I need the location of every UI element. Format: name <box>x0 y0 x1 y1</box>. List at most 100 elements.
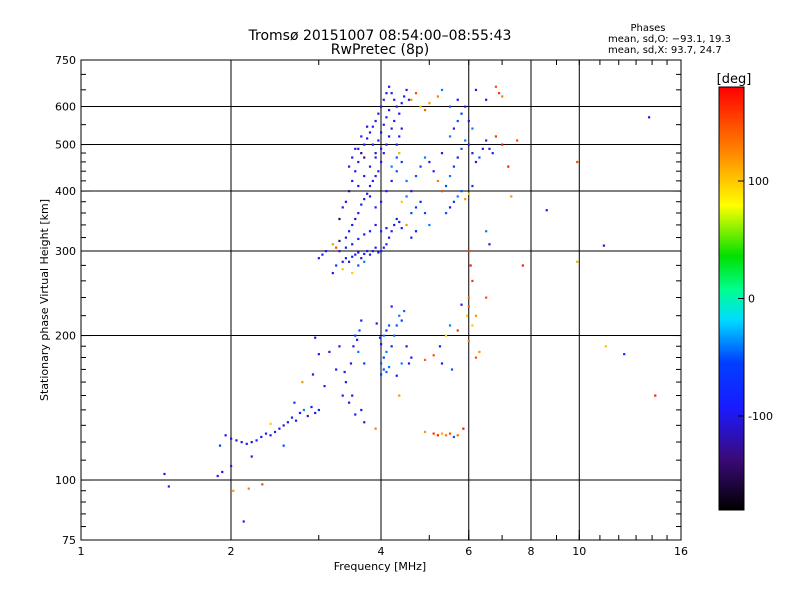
data-point <box>501 143 504 146</box>
data-point <box>347 230 351 233</box>
data-point <box>351 271 354 275</box>
data-point <box>293 401 296 404</box>
data-point <box>467 339 470 343</box>
data-point <box>354 170 357 173</box>
data-point <box>341 260 344 263</box>
data-point <box>341 206 344 209</box>
data-point <box>371 125 374 128</box>
data-point <box>456 195 459 198</box>
data-point <box>403 95 406 98</box>
data-point <box>488 147 491 150</box>
phase-info-line1: mean, sd,O: −93.1, 19.3 <box>608 34 731 45</box>
data-point <box>410 98 413 101</box>
data-point <box>460 303 463 306</box>
data-point <box>232 489 235 492</box>
data-point <box>298 411 302 415</box>
data-point <box>343 370 346 374</box>
data-point <box>261 483 264 486</box>
data-point <box>444 334 448 337</box>
data-point <box>395 217 398 221</box>
x-tick-label: 8 <box>528 545 535 558</box>
data-point <box>387 324 391 327</box>
data-point <box>368 230 372 233</box>
y-tick-label: 200 <box>55 330 76 343</box>
data-point <box>400 160 403 164</box>
data-point <box>448 432 452 435</box>
data-point <box>474 88 478 92</box>
data-point <box>400 227 403 230</box>
data-point <box>395 324 398 327</box>
data-point <box>400 319 403 322</box>
data-point <box>385 143 388 146</box>
data-point <box>385 370 388 374</box>
data-point <box>405 345 408 348</box>
data-point <box>576 160 579 164</box>
data-point <box>352 345 355 348</box>
data-point <box>357 160 360 164</box>
data-point <box>452 200 456 203</box>
data-point <box>456 156 459 159</box>
data-point <box>405 88 408 92</box>
data-point <box>314 336 317 339</box>
data-point <box>302 408 306 412</box>
data-point <box>654 394 657 397</box>
data-point <box>314 411 317 415</box>
data-point <box>230 464 233 468</box>
data-point <box>163 472 166 476</box>
data-point <box>507 165 510 168</box>
data-point <box>423 156 427 159</box>
data-point <box>357 184 360 188</box>
data-point <box>273 430 277 434</box>
data-point <box>414 92 418 95</box>
data-point <box>382 368 385 371</box>
data-point <box>385 116 388 119</box>
data-point <box>366 137 369 140</box>
data-point <box>360 203 363 206</box>
data-point <box>623 353 626 356</box>
data-point <box>452 127 456 130</box>
data-point <box>414 206 418 209</box>
data-point <box>344 236 348 239</box>
data-point <box>357 350 360 353</box>
data-point <box>357 264 360 267</box>
data-point <box>440 152 444 155</box>
data-point <box>464 198 467 201</box>
data-point <box>328 350 331 353</box>
data-point <box>351 223 354 227</box>
data-point <box>363 198 366 201</box>
data-point <box>440 88 444 92</box>
data-point <box>374 156 377 159</box>
data-point <box>393 119 396 123</box>
data-point <box>481 147 484 150</box>
data-point <box>410 212 413 215</box>
data-point <box>387 236 391 239</box>
data-point <box>371 250 374 253</box>
data-point <box>354 217 357 221</box>
data-point <box>382 246 385 249</box>
data-point <box>468 250 471 253</box>
data-point <box>349 362 353 365</box>
data-point <box>360 408 363 412</box>
data-point <box>485 139 488 142</box>
data-point <box>347 260 351 263</box>
data-point <box>317 353 320 356</box>
data-point <box>460 190 463 193</box>
chart-subtitle: RwPretec (8p) <box>331 42 429 58</box>
data-point <box>347 190 351 193</box>
data-point <box>323 384 326 388</box>
x-tick-label: 4 <box>378 545 385 558</box>
data-point <box>448 324 452 327</box>
data-point <box>250 455 253 458</box>
data-point <box>382 98 385 101</box>
y-tick-label: 75 <box>62 534 76 547</box>
data-point <box>469 264 472 267</box>
data-point <box>398 152 401 155</box>
data-point <box>366 250 369 253</box>
y-tick-label: 300 <box>55 245 76 258</box>
data-point <box>647 116 651 119</box>
data-point <box>357 212 360 215</box>
data-point <box>338 239 341 243</box>
data-point <box>545 209 548 212</box>
data-point <box>464 139 467 142</box>
phase-info-line2: mean, sd,X: 93.7, 24.7 <box>608 45 722 56</box>
